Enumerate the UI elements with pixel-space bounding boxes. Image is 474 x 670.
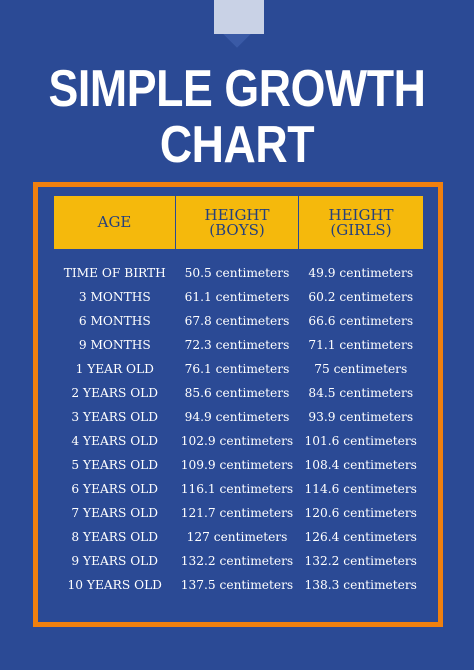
header-age-label: AGE <box>97 213 132 231</box>
growth-table-container: AGE HEIGHT (BOYS) HEIGHT (GIRLS) TIME OF… <box>54 196 423 606</box>
table-row: 6 MONTHS 67.8 centimeters 66.6 centimeters <box>54 309 423 333</box>
table-row: 3 MONTHS 61.1 centimeters 60.2 centimeters <box>54 285 423 309</box>
cell-boys: 127 centimeters <box>186 530 288 544</box>
table-row: 2 YEARS OLD 85.6 centimeters 84.5 centimet… <box>54 381 423 405</box>
table-body: TIME OF BIRTH 50.5 centimeters 49.9 centim… <box>54 249 423 597</box>
decorative-tab <box>214 0 264 34</box>
cell-girls: 75 centimeters <box>314 362 408 376</box>
cell-age: 9 MONTHS <box>78 338 151 352</box>
cell-girls: 84.5 centimeters <box>308 386 414 400</box>
header-height-girls: HEIGHT (GIRLS) <box>298 196 423 249</box>
header-spacer <box>54 249 423 261</box>
header-girls-line2: (GIRLS) <box>330 220 392 239</box>
cell-girls: 60.2 centimeters <box>308 290 414 304</box>
cell-age: TIME OF BIRTH <box>63 266 166 280</box>
cell-age: 8 YEARS OLD <box>71 530 159 544</box>
cell-age: 1 YEAR OLD <box>75 362 154 376</box>
cell-age: 3 YEARS OLD <box>71 410 159 424</box>
table-header-row: AGE HEIGHT (BOYS) HEIGHT (GIRLS) <box>54 196 423 249</box>
table-frame <box>33 182 443 627</box>
page-title-line-2: CHART <box>159 116 315 174</box>
cell-age: 6 YEARS OLD <box>71 482 159 496</box>
header-girls-line1: HEIGHT <box>328 205 394 224</box>
cell-girls: 138.3 centimeters <box>304 578 417 592</box>
cell-age: 3 MONTHS <box>78 290 151 304</box>
table-row: 1 YEAR OLD 76.1 centimeters 75 centimeters <box>54 357 423 381</box>
cell-boys: 137.5 centimeters <box>180 578 294 592</box>
cell-girls: 114.6 centimeters <box>304 482 417 496</box>
table-row: 3 YEARS OLD 94.9 centimeters 93.9 centimet… <box>54 405 423 429</box>
cell-boys: 85.6 centimeters <box>184 386 290 400</box>
header-age: AGE <box>54 196 176 249</box>
table-row: 4 YEARS OLD 102.9 centimeters 101.6 centim… <box>54 429 423 453</box>
table-row: 10 YEARS OLD 137.5 centimeters 138.3 centi… <box>54 573 423 597</box>
header-boys-line1: HEIGHT <box>204 205 270 224</box>
cell-boys: 116.1 centimeters <box>180 482 294 496</box>
cell-age: 10 YEARS OLD <box>67 578 162 592</box>
table-row: 7 YEARS OLD 121.7 centimeters 120.6 centim… <box>54 501 423 525</box>
cell-girls: 93.9 centimeters <box>308 410 414 424</box>
cell-age: 9 YEARS OLD <box>71 554 159 568</box>
cell-girls: 120.6 centimeters <box>304 506 417 520</box>
cell-boys: 61.1 centimeters <box>184 290 290 304</box>
table-row: TIME OF BIRTH 50.5 centimeters 49.9 centim… <box>54 261 423 285</box>
cell-age: 2 YEARS OLD <box>71 386 159 400</box>
cell-boys: 72.3 centimeters <box>184 338 290 352</box>
cell-boys: 121.7 centimeters <box>180 506 294 520</box>
cell-girls: 49.9 centimeters <box>308 266 414 280</box>
cell-boys: 109.9 centimeters <box>180 458 294 472</box>
table-row: 6 YEARS OLD 116.1 centimeters 114.6 centim… <box>54 477 423 501</box>
table-row: 9 MONTHS 72.3 centimeters 71.1 centimeters <box>54 333 423 357</box>
table-row: 8 YEARS OLD 127 centimeters 126.4 centimet… <box>54 525 423 549</box>
cell-age: 5 YEARS OLD <box>71 458 159 472</box>
header-boys-line2: (BOYS) <box>209 220 265 239</box>
cell-girls: 108.4 centimeters <box>304 458 417 472</box>
cell-age: 7 YEARS OLD <box>71 506 159 520</box>
cell-girls: 101.6 centimeters <box>304 434 417 448</box>
cell-girls: 66.6 centimeters <box>308 314 414 328</box>
cell-boys: 102.9 centimeters <box>180 434 294 448</box>
page-title-line-1: SIMPLE GROWTH <box>48 60 426 118</box>
cell-boys: 67.8 centimeters <box>184 314 290 328</box>
cell-girls: 71.1 centimeters <box>308 338 414 352</box>
cell-girls: 132.2 centimeters <box>304 554 417 568</box>
cell-boys: 94.9 centimeters <box>184 410 290 424</box>
header-height-boys: HEIGHT (BOYS) <box>175 196 299 249</box>
cell-girls: 126.4 centimeters <box>304 530 417 544</box>
cell-boys: 76.1 centimeters <box>184 362 290 376</box>
cell-age: 4 YEARS OLD <box>71 434 159 448</box>
cell-boys: 50.5 centimeters <box>184 266 290 280</box>
cell-age: 6 MONTHS <box>78 314 151 328</box>
cell-boys: 132.2 centimeters <box>180 554 294 568</box>
table-row: 5 YEARS OLD 109.9 centimeters 108.4 centim… <box>54 453 423 477</box>
table-row: 9 YEARS OLD 132.2 centimeters 132.2 centim… <box>54 549 423 573</box>
growth-table: AGE HEIGHT (BOYS) HEIGHT (GIRLS) TIME OF… <box>54 196 423 597</box>
